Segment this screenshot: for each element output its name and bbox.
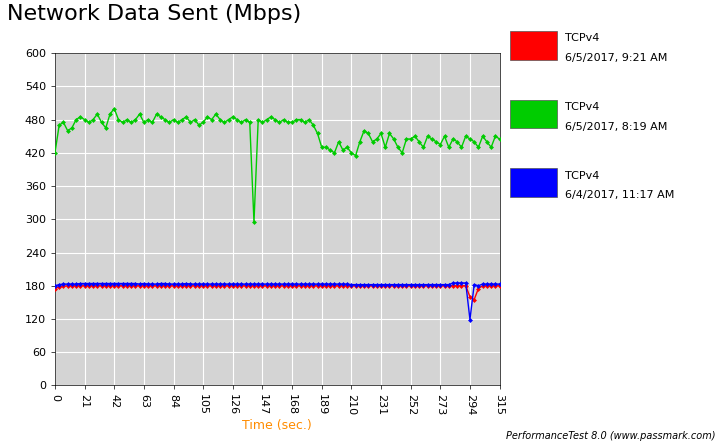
Text: TCPv4: TCPv4 <box>565 102 600 112</box>
X-axis label: Time (sec.): Time (sec.) <box>242 419 312 431</box>
Text: TCPv4: TCPv4 <box>565 171 600 181</box>
Text: TCPv4: TCPv4 <box>565 33 600 43</box>
Text: 6/4/2017, 11:17 AM: 6/4/2017, 11:17 AM <box>565 190 675 201</box>
Text: Network Data Sent (Mbps): Network Data Sent (Mbps) <box>7 4 301 24</box>
Text: PerformanceTest 8.0 (www.passmark.com): PerformanceTest 8.0 (www.passmark.com) <box>506 431 716 441</box>
Text: 6/5/2017, 8:19 AM: 6/5/2017, 8:19 AM <box>565 122 668 132</box>
Text: 6/5/2017, 9:21 AM: 6/5/2017, 9:21 AM <box>565 53 668 63</box>
